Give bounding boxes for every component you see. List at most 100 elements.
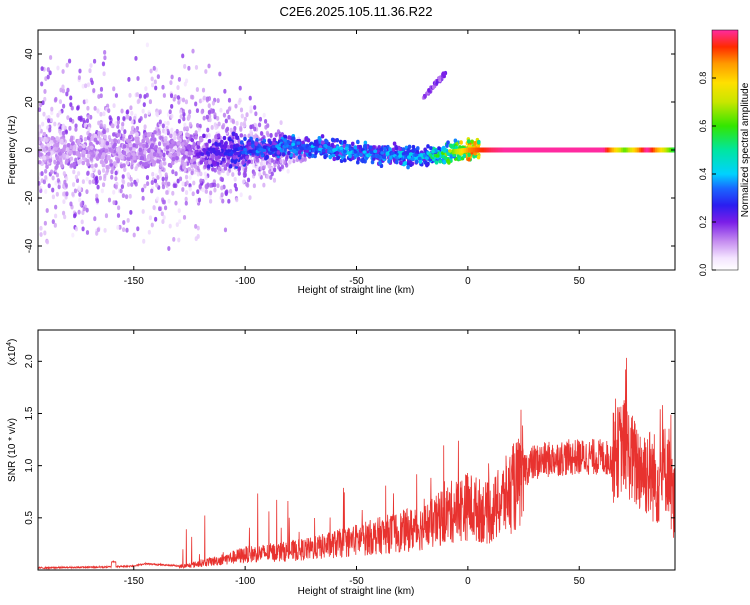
spectral-cell <box>246 177 251 183</box>
spectral-cell <box>207 103 211 109</box>
spectral-cell <box>295 157 299 163</box>
spectral-cell <box>53 159 57 165</box>
spectral-cell <box>146 132 151 138</box>
spectral-cell <box>313 153 317 159</box>
spectral-cell <box>80 219 84 225</box>
spectral-cell <box>249 129 253 135</box>
spectral-cell <box>162 161 167 166</box>
ridge-cell <box>633 147 636 153</box>
spectral-cell <box>181 97 186 103</box>
spectral-cell <box>217 169 221 175</box>
ridge-cell <box>487 147 490 153</box>
spectral-cell <box>162 142 167 147</box>
spectral-cell <box>231 118 235 124</box>
spectral-cell <box>74 157 78 163</box>
spectral-cell <box>208 117 212 123</box>
spectral-cell <box>151 171 155 177</box>
ridge-cell <box>558 147 561 153</box>
spectral-cell <box>137 98 141 104</box>
spectral-cell <box>132 147 136 152</box>
ridge-cell <box>457 148 460 154</box>
spectral-cell <box>350 141 355 147</box>
spectral-cell <box>38 107 42 113</box>
spectral-cell <box>62 147 66 152</box>
spectral-cell <box>126 114 130 120</box>
spectral-cell <box>255 137 259 143</box>
spectral-cell <box>166 120 170 126</box>
spectral-cell <box>134 181 138 187</box>
spectral-cell <box>46 67 50 72</box>
spectral-cell <box>239 121 244 127</box>
spectral-cell <box>103 49 107 55</box>
spectral-cell <box>124 194 129 200</box>
spectral-cell <box>82 150 87 155</box>
ridge-cell <box>662 147 665 153</box>
spectral-cell <box>181 108 185 114</box>
spectral-cell <box>71 232 75 238</box>
spectral-cell <box>91 179 96 185</box>
spectral-cell <box>183 161 187 167</box>
spectral-cell <box>142 102 146 108</box>
ridge-cell <box>353 150 358 154</box>
ridge-cell <box>544 147 547 153</box>
spectral-cell <box>143 113 148 119</box>
spectral-cell <box>259 166 263 171</box>
spectral-cell <box>196 189 200 195</box>
spectral-cell <box>221 157 226 162</box>
spectral-cell <box>69 117 73 123</box>
spectral-cell <box>153 178 158 184</box>
x-tick-label: 50 <box>574 576 586 587</box>
ridge-cell <box>442 149 447 153</box>
spectral-cell <box>102 111 106 117</box>
spectral-cell <box>187 115 191 121</box>
spectral-cell <box>101 152 106 157</box>
spectral-cell <box>204 189 208 194</box>
ridge-cell <box>408 152 413 156</box>
spectral-cell <box>370 159 375 165</box>
spectral-cell <box>136 226 140 232</box>
spectral-cell <box>126 152 131 158</box>
spectrogram-x-label: Height of straight line (km) <box>298 285 415 296</box>
spectral-cell <box>230 158 235 163</box>
spectral-cell <box>112 86 116 92</box>
ridge-cell <box>494 147 497 153</box>
spectral-cell <box>73 188 78 194</box>
spectral-cell <box>129 176 133 182</box>
spectral-cell <box>167 198 171 204</box>
spectral-cell <box>185 180 189 186</box>
spectral-cell <box>292 149 297 154</box>
ridge-cell <box>346 151 351 155</box>
spectral-cell <box>165 145 170 150</box>
spectral-cell <box>233 176 237 182</box>
spectral-cell <box>109 159 113 164</box>
ridge-cell <box>382 155 387 160</box>
spectral-cell <box>81 210 85 216</box>
spectral-cell <box>239 107 244 113</box>
ridge-cell <box>594 147 597 153</box>
spectral-cell <box>44 138 49 143</box>
ridge-cell <box>243 147 248 152</box>
spectral-cell <box>85 98 89 104</box>
spectral-cell <box>147 110 151 115</box>
spectral-cell <box>229 127 233 133</box>
ridge-cell <box>505 147 508 153</box>
spectral-cell <box>142 150 147 155</box>
spectral-cell <box>55 136 60 141</box>
ridge-cell <box>644 147 647 153</box>
spectral-cell <box>49 117 54 123</box>
spectral-cell <box>221 198 225 204</box>
spectral-cell <box>158 173 163 178</box>
spectral-cell <box>262 112 266 118</box>
spectral-cell <box>40 66 44 72</box>
spectral-cell <box>264 124 268 130</box>
spectral-cell <box>58 157 63 163</box>
ridge-cell <box>637 147 640 153</box>
spectral-cell <box>331 138 335 143</box>
spectral-cell <box>191 94 195 100</box>
spectral-cell <box>172 96 176 102</box>
spectral-cell <box>279 120 283 126</box>
spectral-cell <box>219 107 223 113</box>
spectral-cell <box>164 172 168 178</box>
ridge-cell <box>535 147 538 153</box>
spectral-cell <box>125 138 130 143</box>
